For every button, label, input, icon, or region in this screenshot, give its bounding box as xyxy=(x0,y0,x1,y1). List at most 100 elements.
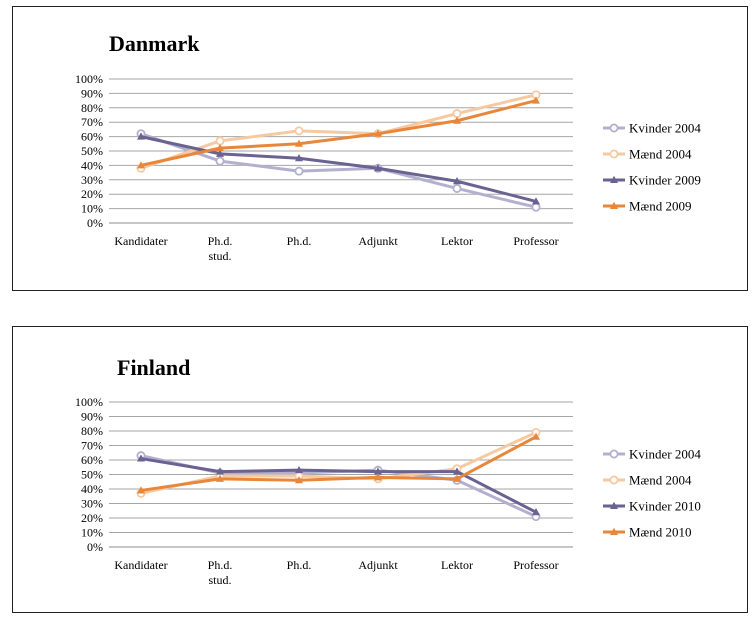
y-tick-label: 50% xyxy=(81,144,103,158)
legend-label: Mænd 2004 xyxy=(629,147,692,162)
y-tick-labels: 0%10%20%30%40%50%60%70%80%90%100% xyxy=(75,72,103,230)
series-line xyxy=(140,457,537,514)
x-tick-label: Adjunkt xyxy=(358,234,398,248)
y-tick-label: 50% xyxy=(81,468,103,482)
legend: Kvinder 2004 Mænd 2004 Kvinder 2010 Mænd 20… xyxy=(603,447,701,540)
data-point xyxy=(453,467,461,475)
y-tick-label: 10% xyxy=(81,202,103,216)
x-tick-label: Professor xyxy=(513,234,558,248)
legend-marker xyxy=(609,475,619,485)
x-tick-label: Kandidater xyxy=(114,558,167,572)
data-point xyxy=(137,454,145,462)
x-tick-label: Ph.d. stud. xyxy=(208,558,233,587)
chart-finland: Finland 0%10%20%30%40%50%60%70%80%90%100… xyxy=(75,355,701,587)
data-point xyxy=(532,197,540,205)
data-point xyxy=(453,474,461,482)
x-tick-label: Ph.d. stud. xyxy=(208,234,233,263)
data-point xyxy=(215,156,225,166)
gridlines xyxy=(109,401,573,548)
data-point xyxy=(216,149,224,157)
legend-marker xyxy=(610,175,618,183)
legend-label: Mænd 2004 xyxy=(629,473,692,488)
data-point xyxy=(215,136,225,146)
chart-panel-finland: Finland 0% 10% 20% 30% 40% 50% 60% 70% 80% 90% 100… xyxy=(12,326,748,613)
data-point xyxy=(295,465,303,474)
x-tick-label: Kandidater xyxy=(114,234,167,248)
y-tick-label: 80% xyxy=(81,101,103,115)
legend-label: Kvinder 2004 xyxy=(629,121,701,136)
legend-marker xyxy=(610,527,618,535)
data-point xyxy=(137,132,145,140)
y-tick-label: 90% xyxy=(81,86,103,100)
series-line xyxy=(140,454,537,518)
data-point xyxy=(295,476,303,484)
legend-marker xyxy=(609,123,619,133)
y-tick-label: 40% xyxy=(81,482,103,496)
data-point xyxy=(532,96,540,104)
data-point xyxy=(294,166,304,176)
data-point xyxy=(452,183,462,193)
series-group xyxy=(136,90,541,212)
x-tick-label: Lektor xyxy=(441,234,473,248)
series-line xyxy=(140,99,537,167)
y-tick-label: 60% xyxy=(81,453,103,467)
chart-panel-danmark: Danmark 0% 10% 20% 30% 40% 50% 60% 70% 80% 90% 100… xyxy=(12,6,748,291)
x-tick-labels: Kandidater Ph.d. stud. Ph.d. Adjunkt Lektor Pr… xyxy=(114,234,558,263)
y-tick-label: 20% xyxy=(81,187,103,201)
data-point xyxy=(374,129,382,137)
y-tick-label: 40% xyxy=(81,158,103,172)
y-tick-label: 0% xyxy=(87,540,103,554)
legend: Kvinder 2004 Mænd 2004 Kvinder 2009 Mænd 20… xyxy=(603,121,701,214)
y-tick-labels: 0%10%20%30%40%50%60%70%80%90%100% xyxy=(75,395,103,554)
x-tick-label: Ph.d. xyxy=(287,234,312,248)
series-line xyxy=(140,435,537,492)
x-tick-labels: Kandidater Ph.d. stud. Ph.d. Adjunkt Lektor Pr… xyxy=(114,558,558,587)
legend-marker xyxy=(609,449,619,459)
y-tick-label: 20% xyxy=(81,511,103,525)
data-point xyxy=(453,177,461,185)
gridlines xyxy=(109,78,573,224)
data-point xyxy=(374,467,382,475)
y-tick-label: 100% xyxy=(75,72,103,86)
data-point xyxy=(216,474,224,482)
y-tick-label: 30% xyxy=(81,173,103,187)
chart-title: Finland xyxy=(117,355,190,380)
series-line xyxy=(140,132,537,209)
data-point xyxy=(452,109,462,119)
x-tick-label: Professor xyxy=(513,558,558,572)
data-point xyxy=(532,432,540,440)
data-point xyxy=(374,164,382,172)
series-group xyxy=(136,427,541,522)
y-tick-label: 0% xyxy=(87,216,103,230)
legend-label: Kvinder 2010 xyxy=(629,499,701,514)
y-tick-label: 70% xyxy=(81,439,103,453)
data-point xyxy=(216,467,224,475)
legend-label: Mænd 2010 xyxy=(629,525,691,540)
data-point xyxy=(137,161,145,169)
x-tick-label: Ph.d. xyxy=(287,558,312,572)
legend-label: Kvinder 2004 xyxy=(629,447,701,462)
y-tick-label: 100% xyxy=(75,395,103,409)
series-line xyxy=(140,431,537,495)
data-point xyxy=(532,508,540,516)
data-point xyxy=(453,116,461,124)
data-point xyxy=(531,202,541,212)
y-tick-label: 90% xyxy=(81,410,103,424)
y-tick-label: 60% xyxy=(81,130,103,144)
series-line xyxy=(140,93,537,170)
chart-danmark: Danmark 0%10%20%30%40%50%60%70%80%90%100… xyxy=(75,31,701,263)
legend-marker xyxy=(610,501,618,509)
data-point xyxy=(295,154,303,162)
legend-label: Mænd 2009 xyxy=(629,199,691,214)
data-point xyxy=(137,486,145,494)
data-point xyxy=(295,139,303,147)
data-point xyxy=(294,126,304,136)
y-tick-label: 70% xyxy=(81,115,103,129)
x-tick-label: Lektor xyxy=(441,558,473,572)
y-tick-label: 30% xyxy=(81,497,103,511)
data-point xyxy=(216,143,224,152)
legend-marker xyxy=(609,149,619,159)
y-tick-label: 80% xyxy=(81,424,103,438)
legend-marker xyxy=(610,201,618,209)
data-point xyxy=(374,473,382,481)
